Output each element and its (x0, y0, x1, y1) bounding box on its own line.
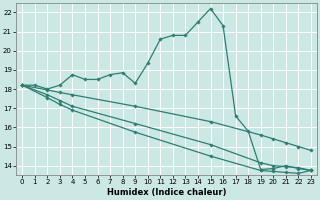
X-axis label: Humidex (Indice chaleur): Humidex (Indice chaleur) (107, 188, 226, 197)
